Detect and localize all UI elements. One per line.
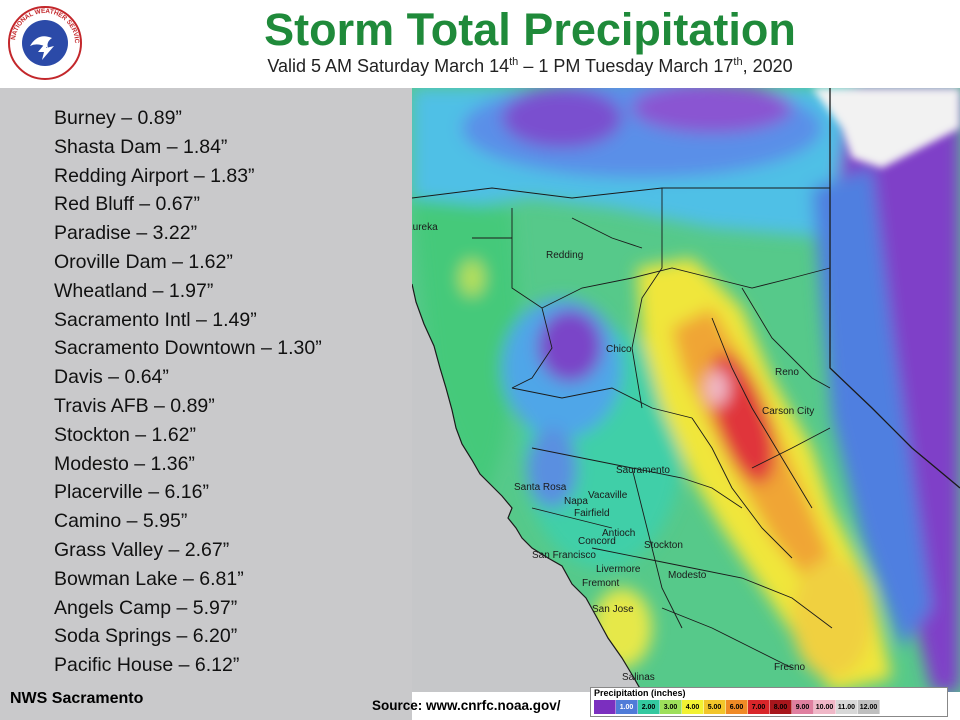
station-item: Pacific House – 6.12” [54,654,240,677]
map-label-modesto: Modesto [668,570,707,581]
subtitle: Valid 5 AM Saturday March 14th – 1 PM Tu… [160,56,900,77]
map-label-chico: Chico [606,344,632,355]
map-label-san-francisco: San Francisco [532,550,596,561]
legend-swatch: 7.00 [748,700,770,714]
map-label-stockton: Stockton [644,540,683,551]
station-item: Placerville – 6.16” [54,481,209,504]
station-item: Davis – 0.64” [54,366,169,389]
map-label-sacramento: Sacramento [616,465,670,476]
legend-swatch: 4.00 [682,700,704,714]
station-item: Oroville Dam – 1.62” [54,250,233,273]
station-item: Red Bluff – 0.67” [54,193,200,216]
map-label-vacaville: Vacaville [588,490,628,501]
station-item: Shasta Dam – 1.84” [54,135,228,158]
map-label-reno: Reno [775,367,799,378]
legend-swatch [880,700,902,714]
title-text: Storm Total Precipitation [264,4,796,55]
station-list: Burney – 0.89” Shasta Dam – 1.84” Redding … [54,104,322,680]
legend-swatch: 12.00 [858,700,880,714]
boundaries [412,88,960,692]
map-label-fremont: Fremont [582,578,619,589]
legend-bar: 1.00 2.00 3.00 4.00 5.00 6.00 7.00 8.00 9.00 10.0… [594,700,902,714]
map-label-redding: Redding [546,250,583,261]
station-item: Travis AFB – 0.89” [54,394,215,417]
station-item: Wheatland – 1.97” [54,279,214,302]
legend-swatch: 10.00 [814,700,836,714]
legend-swatch: 6.00 [726,700,748,714]
map-label-napa: Napa [564,496,588,507]
map-label-concord: Concord [578,536,616,547]
legend-swatch: 5.00 [704,700,726,714]
station-item: Angels Camp – 5.97” [54,596,238,619]
subtitle-sup-1: th [509,56,519,68]
station-item: Camino – 5.95” [54,510,188,533]
map-label-santa-rosa: Santa Rosa [514,482,567,493]
legend-swatch: 2.00 [638,700,660,714]
map-label-antioch: Antioch [602,528,635,539]
subtitle-sup-2: th [733,56,743,68]
map-label-salinas: Salinas [622,672,655,683]
legend-swatch: 1.00 [616,700,638,714]
map-label-fresno: Fresno [774,662,806,673]
map-label-san-jose: San Jose [592,604,634,615]
nws-logo-icon: NATIONAL WEATHER SERVICE [8,6,82,80]
page-title: Storm Total Precipitation [160,2,900,58]
legend-swatch: 8.00 [770,700,792,714]
subtitle-part-2: – 1 PM Tuesday March 17 [518,56,734,76]
map-label-livermore: Livermore [596,564,641,575]
map-label-fairfield: Fairfield [574,508,610,519]
legend-swatch: 3.00 [660,700,682,714]
map-label-carson-city: Carson City [762,406,814,417]
subtitle-part-3: , 2020 [742,56,793,76]
subtitle-part-1: Valid 5 AM Saturday March 14 [267,56,510,76]
source-label: Source: www.cnrfc.noaa.gov/ [372,698,561,713]
station-item: Stockton – 1.62” [54,423,197,446]
legend-swatch: 11.00 [836,700,858,714]
station-panel [0,88,412,720]
map-label-eureka: Eureka [412,222,438,233]
station-item: Paradise – 3.22” [54,222,198,245]
legend-swatch [594,700,616,714]
map-labels: Eureka Redding Chico Reno Carson City Sa… [412,222,814,683]
station-item: Sacramento Downtown – 1.30” [54,337,322,360]
station-item: Bowman Lake – 6.81” [54,567,244,590]
station-item: Soda Springs – 6.20” [54,625,238,648]
station-item: Redding Airport – 1.83” [54,164,255,187]
station-item: Grass Valley – 2.67” [54,538,230,561]
office-label: NWS Sacramento [10,690,144,707]
precipitation-map: Eureka Redding Chico Reno Carson City Sa… [412,88,960,692]
legend-swatch: 9.00 [792,700,814,714]
precip-legend: Precipitation (inches) 1.00 2.00 3.00 4.00 5… [590,687,948,717]
station-item: Modesto – 1.36” [54,452,195,475]
station-item: Sacramento Intl – 1.49” [54,308,257,331]
legend-title: Precipitation (inches) [594,688,686,698]
station-item: Burney – 0.89” [54,107,182,129]
